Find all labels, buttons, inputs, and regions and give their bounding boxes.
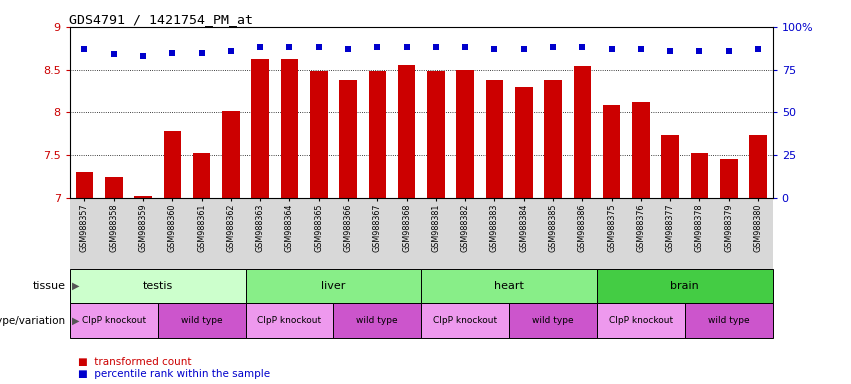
Point (195, 50, 208, 56)
Bar (105, 177, 123, 198)
Bar (603, 106, 620, 198)
Point (341, 46, 355, 52)
Point (693, 48, 706, 54)
Bar (515, 87, 533, 198)
Text: genotype/variation: genotype/variation (0, 316, 66, 326)
Point (77, 46, 91, 52)
Point (312, 44, 326, 50)
Bar (222, 111, 240, 198)
Bar (427, 71, 445, 198)
Text: wild type: wild type (180, 316, 222, 325)
Point (400, 44, 414, 50)
Text: wild type: wild type (708, 316, 750, 325)
Text: brain: brain (671, 281, 700, 291)
Text: GDS4791 / 1421754_PM_at: GDS4791 / 1421754_PM_at (69, 13, 253, 26)
Text: ■  transformed count: ■ transformed count (78, 357, 191, 367)
Point (283, 44, 296, 50)
Text: ClpP knockout: ClpP knockout (257, 316, 322, 325)
Point (165, 50, 179, 56)
Point (605, 46, 619, 52)
Point (459, 44, 472, 50)
Point (575, 44, 589, 50)
Bar (163, 131, 181, 198)
Bar (193, 153, 210, 198)
Bar (456, 70, 474, 198)
Text: wild type: wild type (357, 316, 398, 325)
Bar (749, 136, 767, 198)
Bar (574, 66, 591, 198)
Bar (397, 65, 415, 198)
Point (136, 53, 150, 59)
Text: ClpP knockout: ClpP knockout (433, 316, 497, 325)
Point (546, 44, 560, 50)
Bar (76, 172, 94, 198)
Bar (632, 102, 649, 198)
Point (370, 44, 384, 50)
Bar (281, 60, 298, 198)
Text: testis: testis (142, 281, 173, 291)
Text: wild type: wild type (532, 316, 574, 325)
Point (722, 48, 735, 54)
Text: ▶: ▶ (72, 281, 80, 291)
Point (488, 46, 501, 52)
Point (107, 51, 121, 57)
Point (429, 44, 443, 50)
Bar (691, 153, 708, 198)
Point (634, 46, 648, 52)
Bar (310, 71, 328, 198)
Bar (661, 136, 679, 198)
Bar (720, 159, 738, 198)
Bar (368, 71, 386, 198)
Point (224, 48, 237, 54)
Bar (545, 80, 562, 198)
Point (254, 44, 267, 50)
Bar (486, 80, 503, 198)
Text: heart: heart (494, 281, 524, 291)
Point (517, 46, 530, 52)
Bar (251, 60, 269, 198)
Text: tissue: tissue (32, 281, 66, 291)
Bar (340, 80, 357, 198)
Point (664, 48, 677, 54)
Bar (134, 196, 151, 198)
Text: liver: liver (321, 281, 346, 291)
Text: ClpP knockout: ClpP knockout (608, 316, 673, 325)
Text: ▶: ▶ (72, 316, 80, 326)
Text: ■  percentile rank within the sample: ■ percentile rank within the sample (78, 369, 271, 379)
Point (751, 46, 765, 52)
Text: ClpP knockout: ClpP knockout (82, 316, 146, 325)
